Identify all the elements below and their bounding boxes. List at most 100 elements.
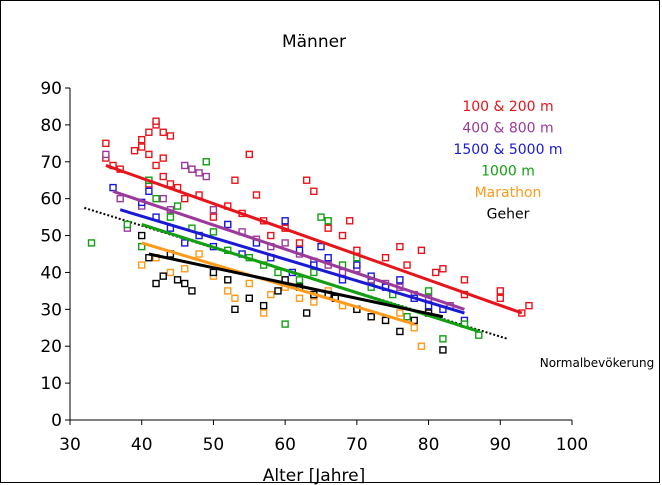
data-point xyxy=(367,313,375,321)
data-point xyxy=(145,187,153,195)
data-point xyxy=(396,309,404,317)
data-point xyxy=(209,268,218,277)
data-point xyxy=(403,261,411,269)
data-point xyxy=(259,301,268,310)
data-point xyxy=(302,309,311,317)
data-point xyxy=(181,194,189,203)
data-point xyxy=(245,294,253,302)
data-point xyxy=(324,217,332,225)
data-point xyxy=(310,298,318,306)
data-point xyxy=(159,172,167,181)
data-point xyxy=(231,294,239,302)
legend-entry: 1500 & 5000 m xyxy=(453,142,562,158)
legend-entry: Marathon xyxy=(475,185,542,201)
data-point xyxy=(353,261,361,269)
x-tick-label: 90 xyxy=(489,435,511,455)
data-point xyxy=(209,228,218,236)
data-point xyxy=(166,180,175,188)
data-point xyxy=(403,313,411,321)
data-point xyxy=(181,265,189,273)
data-point xyxy=(345,217,354,225)
series-2 xyxy=(109,183,469,325)
x-tick-label: 70 xyxy=(346,435,368,455)
data-point xyxy=(224,276,232,284)
y-tick-label: 50 xyxy=(40,227,62,247)
data-point xyxy=(267,290,275,299)
data-point xyxy=(181,279,189,288)
data-point xyxy=(439,265,447,273)
data-point xyxy=(439,335,447,343)
data-point xyxy=(209,206,218,214)
data-point xyxy=(496,287,504,295)
y-tick-label: 60 xyxy=(40,190,62,210)
data-point xyxy=(152,194,160,203)
data-point xyxy=(381,316,390,325)
data-point xyxy=(295,294,304,302)
data-point xyxy=(317,242,325,251)
data-point xyxy=(173,276,182,284)
data-point xyxy=(302,176,311,184)
x-tick-label: 50 xyxy=(203,435,225,455)
data-point xyxy=(181,161,189,170)
legend-entry: Geher xyxy=(487,207,530,223)
data-point xyxy=(159,128,167,136)
data-point xyxy=(295,276,304,284)
y-tick-label: 70 xyxy=(40,153,62,173)
y-tick-label: 40 xyxy=(40,263,62,283)
trend-line-0 xyxy=(105,164,523,315)
x-tick-label: 80 xyxy=(418,435,440,455)
data-point xyxy=(181,239,189,247)
data-point xyxy=(295,239,304,247)
data-point xyxy=(145,150,153,159)
data-point xyxy=(130,147,139,155)
data-point xyxy=(281,217,289,225)
data-point xyxy=(281,239,289,247)
data-point xyxy=(231,176,239,184)
data-point xyxy=(166,132,175,140)
data-point xyxy=(396,276,404,284)
y-tick-label: 90 xyxy=(40,79,62,99)
chart-title: Männer xyxy=(282,32,346,52)
data-point xyxy=(525,301,533,310)
data-point xyxy=(166,213,175,221)
x-tick-label: 100 xyxy=(556,435,588,455)
y-tick-label: 80 xyxy=(40,116,62,136)
data-point xyxy=(324,224,332,232)
data-point xyxy=(396,242,404,251)
legend-entry: 400 & 800 m xyxy=(462,121,553,137)
data-point xyxy=(417,342,426,350)
data-point xyxy=(224,287,232,295)
series-3 xyxy=(87,158,483,343)
legend-entry: 1000 m xyxy=(481,164,535,180)
data-point xyxy=(138,143,146,151)
data-point xyxy=(338,231,347,240)
trend-line-1 xyxy=(112,189,465,311)
data-point xyxy=(274,268,282,277)
data-point xyxy=(152,161,160,170)
annotation-normalbevoelkerung: Normalbevökerung xyxy=(540,356,655,370)
data-point xyxy=(173,202,182,210)
data-point xyxy=(195,169,203,177)
data-point xyxy=(475,331,483,339)
series-0 xyxy=(102,117,533,317)
data-point xyxy=(245,150,253,159)
data-point xyxy=(138,135,146,144)
data-point xyxy=(138,261,146,269)
data-point xyxy=(310,187,318,195)
data-point xyxy=(496,294,504,302)
y-tick-label: 20 xyxy=(40,337,62,357)
data-point xyxy=(188,287,196,295)
data-point xyxy=(195,250,203,258)
data-point xyxy=(159,272,167,280)
y-tick-label: 30 xyxy=(40,300,62,320)
x-tick-label: 40 xyxy=(131,435,153,455)
data-point xyxy=(159,194,167,203)
data-point xyxy=(109,183,117,192)
data-point xyxy=(102,150,110,159)
x-axis-title: Alter [Jahre] xyxy=(263,466,365,485)
data-point xyxy=(138,231,146,240)
data-point xyxy=(410,324,418,332)
plot-area: 0 10 20 30 40 50 60 70 80 90 30 40 50 60 70 80 90 100 100 … xyxy=(40,79,654,455)
data-point xyxy=(439,346,447,354)
